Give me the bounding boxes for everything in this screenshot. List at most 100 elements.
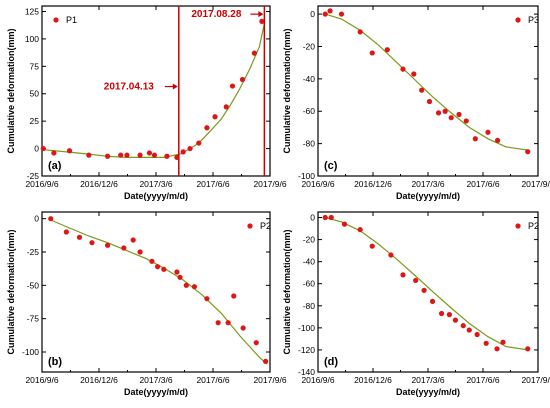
plot-frame [41,211,271,373]
data-point [48,216,54,222]
y-tick-label: -120 [298,345,315,355]
y-tick-label: 0 [34,144,39,154]
x-tick-label: 2016/9/6 [25,375,58,385]
x-tick-label: 2017/6/6 [196,375,229,385]
data-point [322,11,328,17]
y-tick-label: 125 [25,6,39,16]
data-point [196,140,202,146]
data-point [40,145,46,152]
panel-b: 2016/9/6 2016/12/6 2017/3/6 2017/6/6 2017/9/… [6,211,287,397]
data-point [485,129,491,135]
y-tick-label: 0 [310,213,315,223]
data-point [474,331,480,338]
legend-label: P1 [66,15,77,25]
x-tick-label: 2016/12/6 [80,375,118,385]
y-tick-label: -40 [303,74,316,84]
x-tick-label: 2017/6/6 [196,179,229,189]
data-point [495,137,501,143]
legend-marker [53,17,59,23]
annotation-label: 2017.04.13 [104,82,154,93]
data-point [161,266,167,272]
y-tick-label: -80 [303,301,316,311]
data-point [429,298,436,304]
data-point [187,145,193,152]
x-tick-label: 2016/12/6 [80,179,118,189]
x-tick-label: 2017/9/6 [253,179,286,189]
data-point [525,346,531,352]
data-point [177,274,183,280]
data-point [240,325,246,331]
y-tick-label: -25 [27,171,40,181]
data-point [253,340,259,346]
x-axis-label: Date(yyyy/m/d) [396,191,460,201]
data-point [191,284,198,290]
annotation-arrowhead [258,11,264,18]
fit-curve [325,216,528,351]
data-point [104,242,111,248]
data-point [357,29,363,35]
y-tick-label: -20 [303,41,316,51]
y-tick-label: -140 [298,367,315,377]
data-point [500,339,506,345]
x-axis-label: Date(yyyy/m/d) [124,191,188,201]
data-point [463,118,469,124]
data-point [229,83,236,89]
y-tick-label: -80 [303,139,316,149]
y-tick-label: 75 [30,61,40,71]
y-tick-label: -20 [303,235,316,245]
data-point [86,152,92,158]
fit-curve [50,219,268,365]
data-point [63,229,69,235]
data-point [322,214,328,221]
data-point [472,136,478,142]
y-tick-label: 25 [30,116,40,126]
data-point [89,240,95,246]
plot-frame [317,5,539,177]
data-point [151,152,158,158]
y-tick-label: -100 [298,323,315,333]
data-point [137,152,143,158]
y-axis-label: Cumulative deformation(mm) [6,28,16,153]
data-point [494,346,500,352]
data-point [154,264,161,270]
x-tick-label: 2017/6/6 [466,375,499,385]
x-tick-label: 2016/12/6 [354,179,392,189]
data-point [259,18,265,24]
x-tick-label: 2017/9/6 [521,375,550,385]
y-tick-label: -100 [298,171,315,181]
data-point [66,148,73,154]
data-point [421,287,427,293]
data-point [448,115,454,121]
x-tick-label: 2017/3/6 [139,375,172,385]
panel-label: (c) [324,160,338,172]
y-axis-label: Cumulative deformation(mm) [282,229,292,354]
data-point [137,249,143,255]
data-point [263,358,269,364]
legend-label: P2 [528,221,539,231]
legend-label: P3 [528,15,539,25]
data-point [212,114,218,120]
x-tick-label: 2016/9/6 [301,375,334,385]
data-point [426,98,433,105]
data-point [231,293,237,299]
panel-a: 2016/9/6 2016/12/6 2017/3/6 2017/6/6 2017/9/… [6,5,287,201]
data-point [251,50,257,56]
data-point [130,237,136,243]
data-point [388,252,394,258]
x-tick-label: 2016/9/6 [25,179,58,189]
y-tick-label: -60 [303,279,316,289]
data-point [223,104,229,110]
data-point [174,269,180,275]
x-axis-label: Date(yyyy/m/d) [396,387,460,397]
data-point [435,110,442,116]
annotation-label: 2017.08.28 [191,9,241,20]
data-point [483,340,489,346]
legend-label: P2 [260,221,271,231]
x-tick-label: 2017/6/6 [466,179,499,189]
data-point [124,152,130,158]
data-point [341,221,348,227]
data-point [149,258,155,264]
data-point [413,277,419,284]
data-point [456,111,462,118]
